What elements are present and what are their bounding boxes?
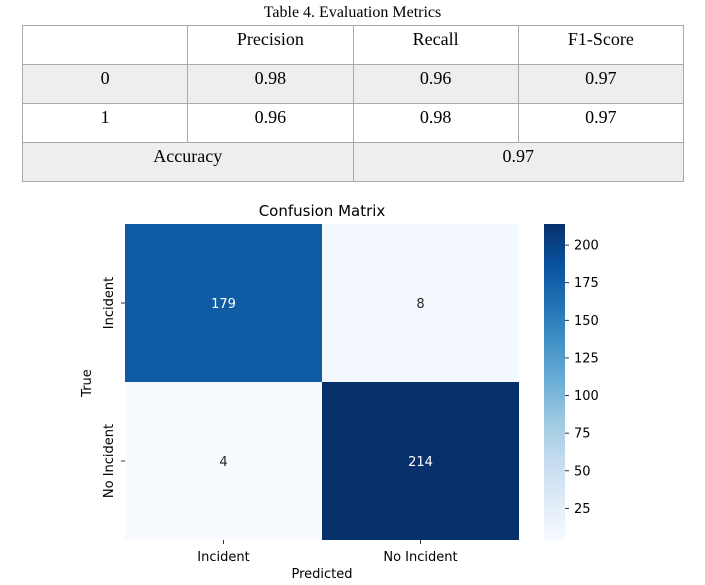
table-row: 0 0.98 0.96 0.97 (21, 64, 685, 104)
precision-cell: 0.98 (187, 64, 354, 104)
chart-title: Confusion Matrix (259, 202, 386, 220)
cell-value-label: 4 (219, 455, 227, 470)
header-empty-cell (21, 25, 189, 65)
cell-value-label: 214 (408, 455, 433, 470)
accuracy-row: Accuracy 0.97 (22, 142, 684, 182)
colorbar-tick-label: 50 (574, 464, 591, 479)
heatmap-cell (125, 224, 322, 382)
heatmap-cell (322, 382, 519, 540)
accuracy-label: Accuracy (22, 142, 354, 182)
header-precision: Precision (187, 25, 354, 65)
table-row: 1 0.96 0.98 0.97 (21, 103, 685, 143)
y-tick-label: Incident (102, 277, 117, 329)
row-label: 1 (21, 103, 189, 143)
y-axis-label: True (80, 369, 95, 398)
precision-cell: 0.96 (187, 103, 354, 143)
recall-cell: 0.96 (352, 64, 519, 104)
colorbar-ticks: 25 50 75 100 125 150 175 200 (565, 239, 599, 517)
colorbar-tick-label: 100 (574, 389, 599, 404)
cell-value-label: 179 (211, 297, 236, 312)
colorbar-tick-label: 125 (574, 351, 599, 366)
x-axis-label: Predicted (291, 567, 352, 582)
f1-cell: 0.97 (517, 103, 685, 143)
recall-cell: 0.98 (352, 103, 519, 143)
x-tick-label: No Incident (383, 550, 457, 565)
header-recall: Recall (352, 25, 519, 65)
x-tick-label: Incident (197, 550, 249, 565)
colorbar (544, 224, 565, 540)
evaluation-metrics-table: Precision Recall F1-Score 0 0.98 0.96 0.… (21, 25, 685, 182)
heatmap-cell (322, 224, 519, 382)
header-f1-score: F1-Score (517, 25, 685, 65)
confusion-matrix-heatmap: Confusion Matrix 179 8 4 214 Incident No Inc… (80, 202, 599, 582)
heatmap-cell (125, 382, 322, 540)
table-header-row: Precision Recall F1-Score (21, 25, 685, 65)
table-caption: Table 4. Evaluation Metrics (263, 4, 442, 21)
heatmap-axes: Incident No Incident Incident No Incident (102, 277, 458, 565)
colorbar-tick-label: 75 (574, 427, 591, 442)
colorbar-tick-label: 25 (574, 502, 591, 517)
colorbar-tick-label: 150 (574, 314, 599, 329)
heatmap-cells: 179 8 4 214 (125, 224, 519, 540)
colorbar-tick-label: 200 (574, 239, 599, 254)
y-tick-label: No Incident (102, 424, 117, 498)
colorbar-tick-label: 175 (574, 276, 599, 291)
row-label: 0 (21, 64, 189, 104)
accuracy-value: 0.97 (352, 142, 684, 182)
f1-cell: 0.97 (517, 64, 685, 104)
cell-value-label: 8 (416, 297, 424, 312)
